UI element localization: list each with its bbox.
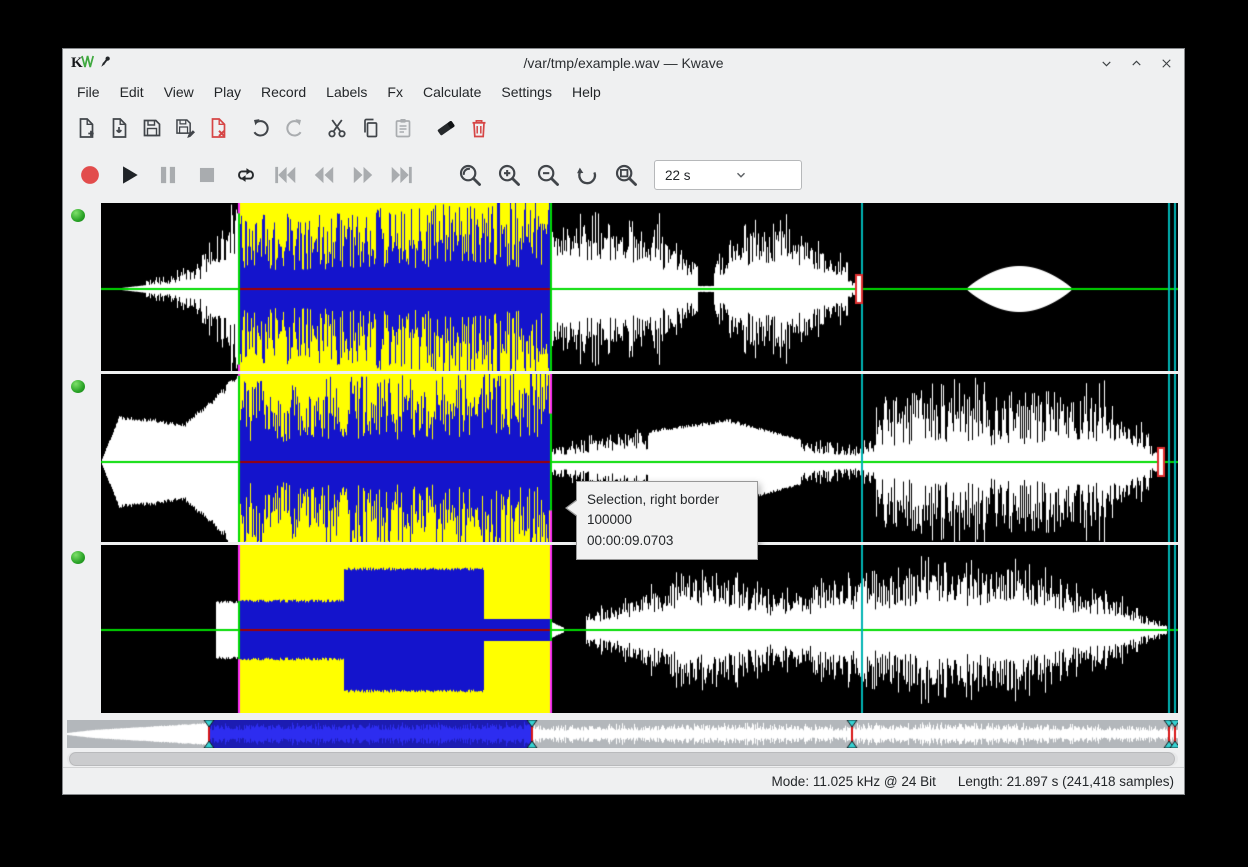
tooltip-line: 00:00:09.0703	[587, 532, 674, 548]
redo-button[interactable]	[279, 113, 309, 143]
selection-tooltip: Selection, right border 100000 00:00:09.07…	[565, 481, 758, 560]
play-button[interactable]	[112, 158, 146, 192]
menu-calculate[interactable]: Calculate	[422, 84, 482, 100]
stop-button[interactable]	[190, 158, 224, 192]
erase-button[interactable]	[431, 113, 461, 143]
window-title: /var/tmp/example.wav — Kwave	[523, 55, 724, 71]
zoom-duration-value: 22 s	[665, 167, 691, 183]
tooltip-line: 100000	[587, 512, 633, 528]
seek-forward-button[interactable]	[346, 158, 380, 192]
file-save-as-button[interactable]	[170, 113, 200, 143]
copy-button[interactable]	[355, 113, 385, 143]
minimize-button[interactable]	[1096, 53, 1116, 73]
seek-start-button[interactable]	[268, 158, 302, 192]
zoom-out-button[interactable]	[531, 158, 565, 192]
seek-back-button[interactable]	[307, 158, 341, 192]
file-save-button[interactable]	[137, 113, 167, 143]
zoom-in-button[interactable]	[492, 158, 526, 192]
record-button[interactable]	[73, 158, 107, 192]
track-3-enabled-led[interactable]	[71, 551, 85, 564]
track-3-waveform[interactable]	[101, 545, 1178, 713]
menu-play[interactable]: Play	[213, 84, 242, 100]
status-mode: Mode: 11.025 kHz @ 24 Bit	[771, 773, 936, 789]
delete-button[interactable]	[464, 113, 494, 143]
kwave-logo-icon: K	[71, 53, 95, 76]
statusbar: Mode: 11.025 kHz @ 24 Bit Length: 21.897…	[63, 767, 1184, 794]
menu-help[interactable]: Help	[571, 84, 601, 100]
zoom-100-button[interactable]	[609, 158, 643, 192]
chevron-down-icon	[724, 168, 793, 182]
cut-button[interactable]	[322, 113, 352, 143]
menu-fx[interactable]: Fx	[387, 84, 403, 100]
close-button[interactable]	[1156, 53, 1176, 73]
playback-toolbar: 22 s	[73, 149, 802, 201]
file-new-button[interactable]	[71, 113, 101, 143]
zoom-buttons	[453, 158, 643, 192]
svg-text:K: K	[71, 55, 83, 71]
menu-file[interactable]: File	[77, 84, 100, 100]
file-close-button[interactable]	[203, 113, 233, 143]
kwave-window: K /var/tmp/example.wav — Kwave File Edit V…	[62, 48, 1185, 795]
seek-end-button[interactable]	[385, 158, 419, 192]
menu-labels[interactable]: Labels	[326, 84, 368, 100]
zoom-all-button[interactable]	[570, 158, 604, 192]
menu-view[interactable]: View	[163, 84, 194, 100]
pin-icon[interactable]	[97, 54, 113, 75]
file-open-button[interactable]	[104, 113, 134, 143]
signal-view[interactable]	[101, 203, 1178, 713]
zoom-selection-button[interactable]	[453, 158, 487, 192]
track-1-waveform[interactable]	[101, 203, 1178, 371]
menu-record[interactable]: Record	[261, 84, 307, 100]
window-controls	[1096, 49, 1176, 77]
horizontal-scrollbar[interactable]	[67, 752, 1178, 766]
loop-button[interactable]	[229, 158, 263, 192]
tooltip-line: Selection, right border	[587, 492, 720, 507]
track-2-enabled-led[interactable]	[71, 380, 85, 393]
status-length: Length: 21.897 s (241,418 samples)	[957, 773, 1174, 789]
zoom-duration-select[interactable]: 22 s	[654, 160, 802, 190]
pause-button[interactable]	[151, 158, 185, 192]
menu-settings[interactable]: Settings	[501, 84, 552, 100]
track-1-enabled-led[interactable]	[71, 209, 85, 222]
maximize-button[interactable]	[1126, 53, 1146, 73]
undo-button[interactable]	[246, 113, 276, 143]
overview-waveform[interactable]	[67, 720, 1178, 748]
paste-button[interactable]	[388, 113, 418, 143]
menu-edit[interactable]: Edit	[119, 84, 144, 100]
titlebar[interactable]: K /var/tmp/example.wav — Kwave	[63, 49, 1184, 77]
menubar: File Edit View Play Record Labels Fx Calculate S…	[67, 77, 1180, 107]
playback-buttons	[73, 158, 419, 192]
file-toolbar	[71, 107, 494, 149]
scrollbar-thumb[interactable]	[69, 752, 1175, 766]
